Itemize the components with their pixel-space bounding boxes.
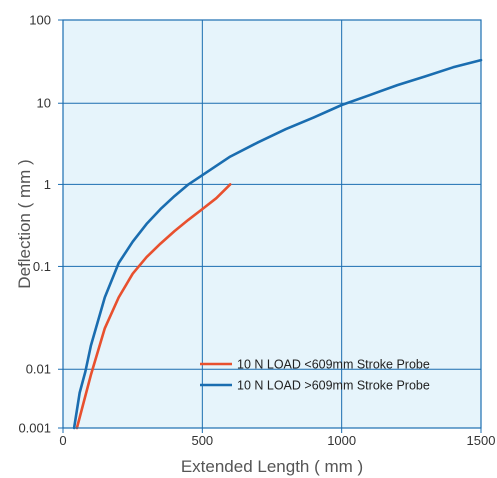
y-tick-label: 1 [44,177,51,192]
legend-label: 10 N LOAD >609mm Stroke Probe [237,379,430,393]
x-tick-label: 1500 [467,433,496,448]
plot-frame [62,19,482,429]
x-tick-label: 0 [59,433,66,448]
y-tick-labels: 0.001 0.01 0.1 1 10 100 [18,13,63,436]
x-tick-labels: 0 500 1000 1500 [59,428,495,448]
y-tick-label: 0.1 [33,259,51,274]
legend-label: 10 N LOAD <609mm Stroke Probe [237,358,430,372]
series-line-1 [75,183,232,430]
legend: 10 N LOAD <609mm Stroke Probe 10 N LOAD >… [200,358,430,393]
x-tick-label: 1000 [327,433,356,448]
grid-lines [63,20,481,428]
y-tick-label: 0.01 [26,362,51,377]
x-axis-title: Extended Length ( mm ) [181,457,363,476]
y-tick-label: 100 [29,13,51,28]
y-tick-label: 10 [37,96,51,111]
x-tick-label: 500 [191,433,213,448]
series-line-2 [72,58,483,430]
y-tick-label: 0.001 [18,421,51,436]
series-layer [72,58,483,430]
plot-area [63,20,481,428]
y-axis-title: Deflection ( mm ) [15,159,34,288]
